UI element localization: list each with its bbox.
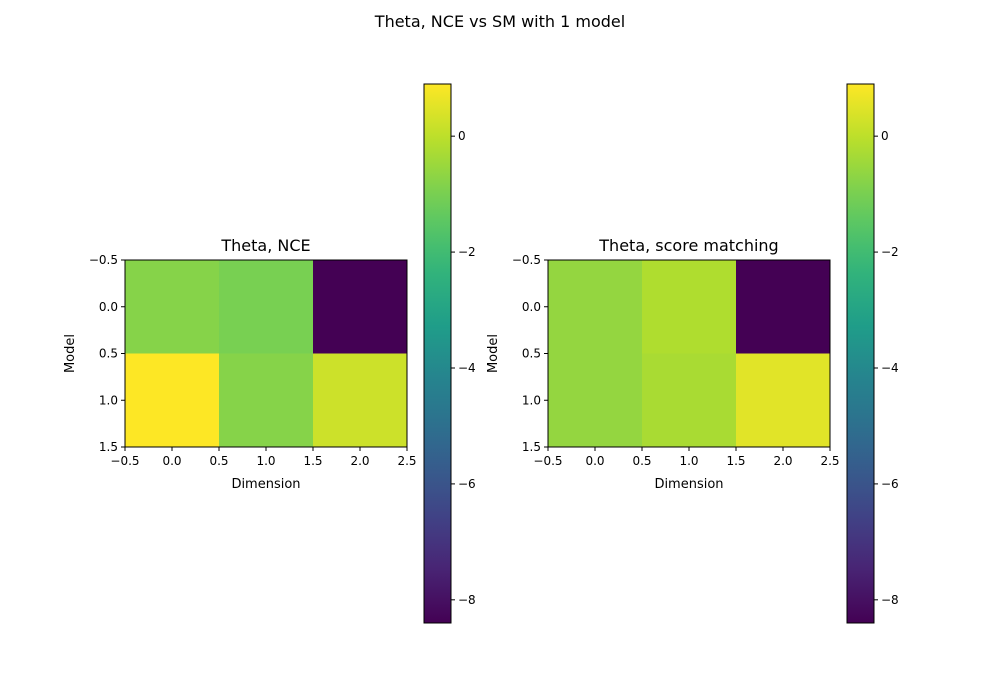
colorbar-tick-label: −4 (458, 361, 476, 375)
heatmap-cell (219, 353, 313, 447)
heatmap-cell (736, 260, 830, 354)
x-tick-label: 1.0 (256, 454, 275, 468)
x-tick-label: 0.5 (209, 454, 228, 468)
y-tick-label: 1.0 (99, 393, 118, 407)
x-tick-label: 1.5 (303, 454, 322, 468)
colorbar-tick-label: −4 (881, 361, 899, 375)
x-tick-label: 1.5 (726, 454, 745, 468)
panel-1: −0.5 0.0 0.5 1.0 1.5 2.0 2.5 −0.5 0.0 0.5 1.0 1.5 Th… (63, 83, 476, 624)
heatmap-panels: −0.5 0.0 0.5 1.0 1.5 2.0 2.5 −0.5 0.0 0.5 1.0 1.5 Th… (63, 83, 899, 624)
x-tick-label: 2.5 (820, 454, 839, 468)
panel-2: −0.5 0.0 0.5 1.0 1.5 2.0 2.5 −0.5 0.0 0.5 1.0 1.5 Th… (486, 83, 899, 624)
x-tick-label: 0.0 (162, 454, 181, 468)
y-tick-label: 0.0 (522, 300, 541, 314)
y-tick-label: 0.0 (99, 300, 118, 314)
heatmap-cell (642, 260, 736, 354)
y-axis-label: Model (63, 334, 78, 373)
heatmap-cell (736, 353, 830, 447)
heatmap-cell (219, 260, 313, 354)
colorbar-tick-label: 0 (881, 129, 889, 143)
heatmap-cell (642, 353, 736, 447)
colorbar-tick-label: −8 (458, 593, 476, 607)
heatmap-cell (125, 260, 219, 354)
colorbar-tick-label: −6 (881, 477, 899, 491)
figure-suptitle: Theta, NCE vs SM with 1 model (374, 12, 625, 31)
y-tick-label: 1.5 (99, 440, 118, 454)
heatmap-cell (125, 353, 219, 447)
heatmap-cell (548, 260, 642, 354)
x-tick-label: 0.0 (585, 454, 604, 468)
y-tick-label: −0.5 (512, 253, 541, 267)
x-tick-label: 0.5 (632, 454, 651, 468)
colorbar (423, 83, 452, 624)
x-axis-label: Dimension (231, 477, 300, 492)
y-tick-label: 0.5 (522, 347, 541, 361)
colorbar-tick-label: 0 (458, 129, 466, 143)
y-tick-label: 0.5 (99, 347, 118, 361)
heatmap-cell (313, 260, 407, 354)
heatmap-cell (313, 353, 407, 447)
y-axis-label: Model (486, 334, 501, 373)
colorbar-tick-label: −8 (881, 593, 899, 607)
x-tick-label: −0.5 (110, 454, 139, 468)
colorbar-tick-label: −2 (881, 245, 899, 259)
y-tick-label: 1.0 (522, 393, 541, 407)
heatmap-cell (548, 353, 642, 447)
colorbar-tick-label: −2 (458, 245, 476, 259)
x-tick-label: −0.5 (533, 454, 562, 468)
colorbar (846, 83, 875, 624)
x-tick-label: 2.5 (397, 454, 416, 468)
x-axis-label: Dimension (654, 477, 723, 492)
colorbar-tick-label: −6 (458, 477, 476, 491)
x-tick-label: 1.0 (679, 454, 698, 468)
y-tick-label: 1.5 (522, 440, 541, 454)
x-tick-label: 2.0 (773, 454, 792, 468)
axes-title: Theta, NCE (220, 236, 310, 255)
x-tick-label: 2.0 (350, 454, 369, 468)
y-tick-label: −0.5 (89, 253, 118, 267)
axes-title: Theta, score matching (598, 236, 778, 255)
